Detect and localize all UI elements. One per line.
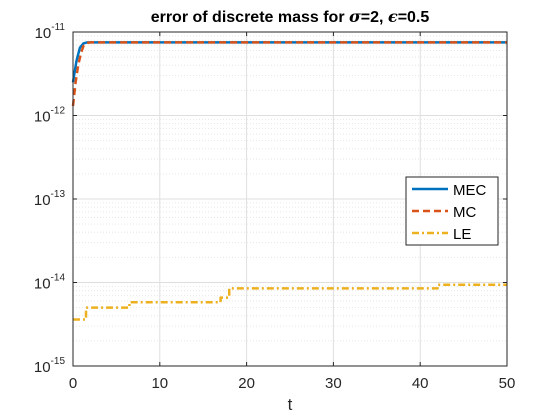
series-lines [71, 41, 507, 321]
x-tick-label: 10 [151, 375, 168, 392]
legend-label-le: LE [453, 226, 471, 243]
legend-box [405, 176, 499, 246]
y-tick-label: 10-14 [34, 273, 66, 293]
legend-label-mec: MEC [453, 182, 487, 199]
y-tick-label: 10-12 [34, 106, 66, 126]
x-tick-label: 20 [238, 375, 255, 392]
x-tick-label: 40 [412, 375, 429, 392]
y-tick-label: 10-13 [34, 189, 66, 209]
legend: MEC MC LE [405, 176, 499, 246]
x-tick-label: 30 [325, 375, 342, 392]
axis-ticks: 0 10 20 30 40 50 10-15 10-14 10-13 10-12 10-11 [34, 22, 515, 392]
series-line-le [73, 283, 507, 321]
x-tick-label: 50 [499, 375, 516, 392]
x-axis-label: t [288, 395, 293, 414]
legend-label-mc: MC [453, 204, 476, 221]
series-line-mc [71, 41, 507, 107]
chart-title: error of discrete mass for σ=2, ϵ=0.5 [151, 7, 430, 26]
y-tick-label: 10-11 [35, 22, 66, 42]
y-tick-label: 10-15 [34, 356, 66, 376]
x-tick-label: 0 [69, 375, 77, 392]
